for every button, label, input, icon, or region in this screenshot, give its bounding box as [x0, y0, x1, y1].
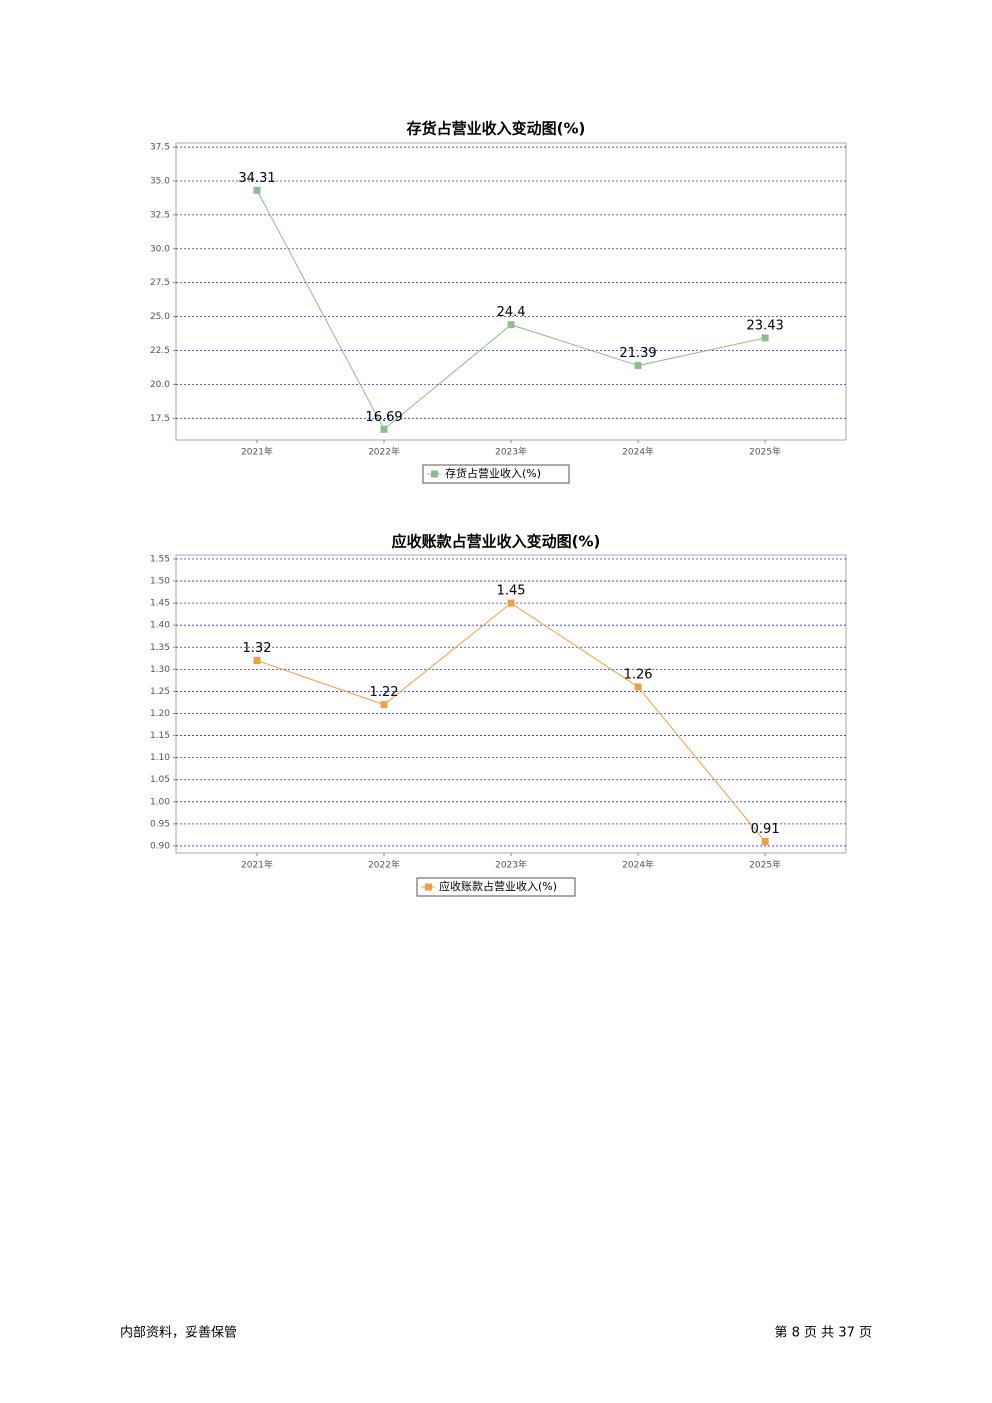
data-label: 23.43 [747, 318, 784, 333]
point [761, 334, 769, 342]
point [253, 657, 261, 665]
y-tick-label: 1.20 [150, 709, 170, 719]
y-tick-label: 1.45 [150, 599, 170, 609]
x-tick-label: 2021年 [241, 859, 273, 871]
legend-marker [431, 470, 438, 478]
data-label: 1.22 [370, 685, 399, 700]
data-label: 0.91 [751, 822, 780, 837]
y-tick-label: 17.5 [150, 414, 170, 424]
y-tick-label: 37.5 [150, 143, 170, 153]
y-tick-label: 1.35 [150, 643, 170, 653]
x-tick-label: 2025年 [749, 446, 781, 458]
y-tick-label: 27.5 [150, 278, 170, 288]
legend-label: 存货占营业收入(%) [445, 466, 541, 480]
footer-page: 第 8 页 共 37 页 [775, 1326, 872, 1341]
chart-title: 应收账款占营业收入变动图(%) [392, 533, 601, 551]
data-label: 24.4 [497, 305, 526, 320]
y-tick-label: 30.0 [150, 244, 170, 254]
data-label: 21.39 [619, 346, 656, 361]
x-tick-label: 2022年 [368, 859, 400, 871]
x-tick-label: 2021年 [241, 446, 273, 458]
y-tick-label: 1.40 [150, 621, 170, 631]
chart-title: 存货占营业收入变动图(%) [407, 120, 586, 138]
data-label: 34.31 [238, 171, 275, 186]
point [634, 362, 642, 370]
data-label: 1.45 [497, 584, 526, 599]
x-tick-label: 2024年 [622, 446, 654, 458]
legend-box [422, 464, 570, 484]
y-tick-label: 1.15 [150, 731, 170, 741]
legend-label: 应收账款占营业收入(%) [439, 879, 557, 893]
y-tick-label: 32.5 [150, 210, 170, 220]
x-tick-label: 2024年 [622, 859, 654, 871]
y-tick-label: 1.30 [150, 665, 170, 675]
y-tick-label: 1.00 [150, 797, 170, 807]
y-tick-label: 1.10 [150, 753, 170, 763]
point [507, 321, 515, 329]
data-label: 1.26 [624, 668, 653, 683]
data-label: 16.69 [365, 410, 402, 425]
y-tick-label: 1.05 [150, 775, 170, 785]
y-tick-label: 35.0 [150, 176, 170, 186]
point [507, 599, 515, 607]
y-tick-label: 0.95 [150, 819, 170, 829]
plot-area [175, 142, 847, 441]
y-tick-label: 1.25 [150, 687, 170, 697]
x-tick-label: 2022年 [368, 446, 400, 458]
legend-marker [425, 883, 432, 891]
footer-left: 内部资料，妥善保管 [120, 1325, 237, 1341]
x-tick-label: 2023年 [495, 446, 527, 458]
legend-box [416, 877, 576, 897]
x-tick-label: 2023年 [495, 859, 527, 871]
point [253, 186, 261, 194]
x-tick-label: 2025年 [749, 859, 781, 871]
point [634, 683, 642, 691]
point [761, 838, 769, 846]
y-tick-label: 22.5 [150, 346, 170, 356]
y-tick-label: 1.50 [150, 577, 170, 587]
point [380, 701, 388, 709]
y-tick-label: 25.0 [150, 312, 170, 322]
data-label: 1.32 [243, 641, 272, 656]
y-tick-label: 0.90 [150, 841, 170, 851]
y-tick-label: 20.0 [150, 380, 170, 390]
y-tick-label: 1.55 [150, 554, 170, 564]
point [380, 425, 388, 433]
